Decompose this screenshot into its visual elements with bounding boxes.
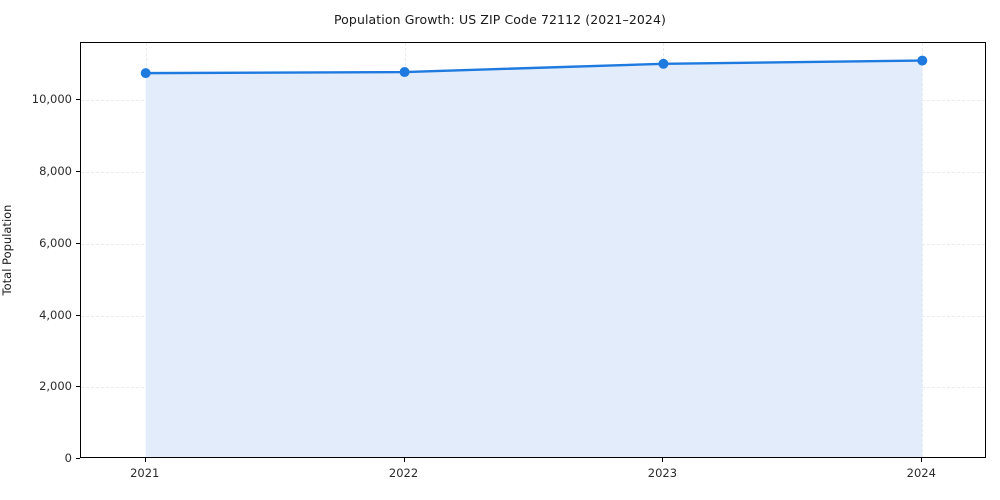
x-tick-mark — [144, 458, 146, 462]
data-point-2024 — [917, 55, 928, 66]
series-line-area — [140, 55, 928, 457]
y-tick-mark — [76, 458, 80, 459]
data-point-2023 — [658, 58, 669, 69]
plot-area — [80, 42, 986, 458]
line-series-total-population — [144, 59, 924, 75]
x-tick-label: 2021 — [130, 466, 160, 480]
y-tick-label: 6,000 — [39, 235, 72, 250]
x-tick-mark — [662, 458, 664, 462]
y-tick-label: 10,000 — [31, 92, 72, 107]
area-fill — [145, 60, 923, 457]
x-tick-mark — [921, 458, 923, 462]
y-tick-label: 8,000 — [39, 164, 72, 179]
x-tick-mark — [403, 458, 405, 462]
y-tick-label: 4,000 — [39, 307, 72, 322]
data-point-markers — [140, 55, 928, 79]
data-point-2022 — [399, 67, 410, 78]
x-tick-label: 2022 — [388, 466, 419, 480]
gridline-vertical — [922, 43, 924, 457]
x-tick-label: 2024 — [906, 466, 936, 480]
x-tick-label: 2023 — [647, 466, 678, 480]
y-tick-label: 0 — [64, 451, 72, 465]
data-point-2021 — [140, 68, 151, 79]
chart-title: Population Growth: US ZIP Code 72112 (20… — [333, 12, 667, 27]
y-tick-label: 2,000 — [39, 379, 72, 394]
y-axis-label: Total Population — [0, 204, 14, 296]
